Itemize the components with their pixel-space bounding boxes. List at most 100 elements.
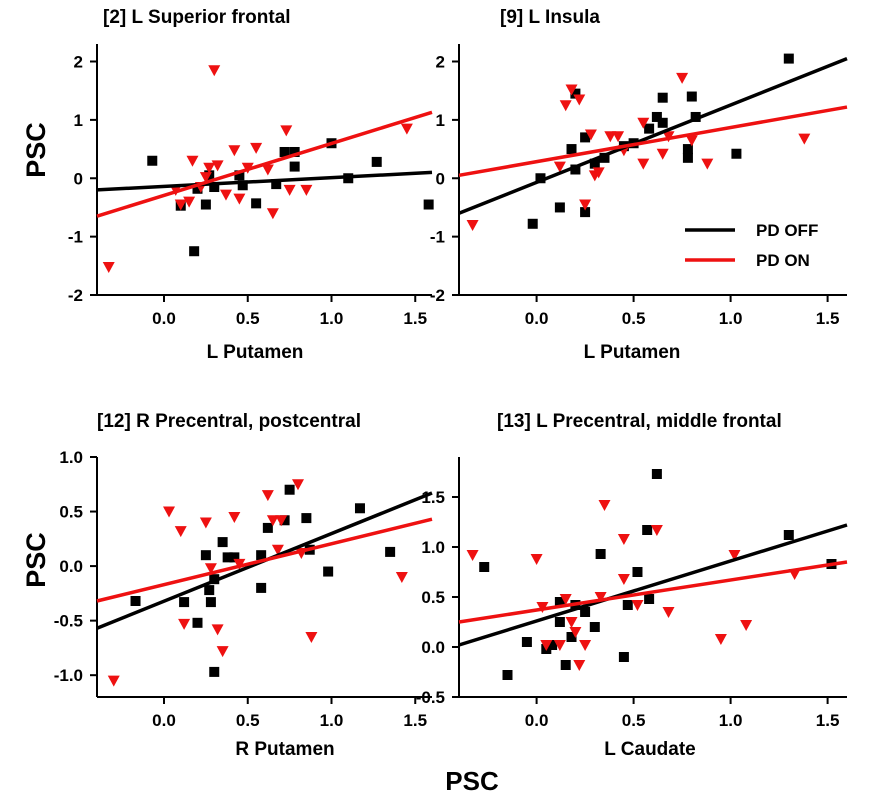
x-tick-label: 1.0 — [719, 711, 743, 730]
pd-on-point — [107, 675, 120, 687]
y-tick-label: -2 — [68, 286, 83, 305]
x-tick-label: 1.5 — [403, 309, 427, 328]
y-tick-label: 0.0 — [421, 638, 445, 657]
pd-on-point — [300, 184, 313, 196]
pd-on-point — [250, 142, 263, 154]
pd-off-point — [682, 152, 693, 163]
x-tick-label: 0.0 — [152, 309, 176, 328]
pd-off-point — [554, 202, 565, 213]
pd-on-point — [714, 634, 727, 645]
pd-off-point — [570, 88, 581, 99]
pd-on-point — [233, 558, 246, 570]
legend: PD OFF PD ON — [685, 221, 818, 270]
pd-off-point — [256, 582, 267, 593]
x-axis-label: R Putamen — [235, 739, 334, 760]
pd-on-point — [208, 65, 221, 77]
pd-off-point — [222, 552, 233, 563]
x-tick-label: 0.5 — [236, 711, 260, 730]
pd-off-point — [192, 183, 203, 194]
pd-on-point — [594, 592, 607, 603]
pd-on-point — [637, 117, 650, 129]
y-tick-label: 2 — [74, 53, 83, 72]
pd-on-point — [400, 123, 413, 135]
pd-on-point — [233, 193, 246, 205]
y-axis-label: PSC — [21, 532, 51, 588]
pd-off-point — [644, 123, 655, 134]
pd-on-point — [676, 72, 689, 84]
legend-label-pd-off: PD OFF — [756, 221, 818, 240]
pd-on-point — [203, 162, 216, 174]
panel-precentral-postcentral: [12] R Precentral, postcentral 0.0 0.5 1.0 1… — [21, 411, 433, 760]
pd-on-point — [466, 219, 479, 231]
x-tick-label: 0.0 — [525, 309, 549, 328]
pd-off-point — [521, 637, 532, 647]
x-axis-label: L Putamen — [207, 342, 304, 363]
panel-title: [12] R Precentral, postcentral — [97, 411, 361, 432]
pd-off-point — [527, 218, 538, 229]
pd-off-point — [279, 146, 290, 157]
pd-off-point — [284, 484, 295, 495]
pd-off-fit-line — [458, 56, 848, 215]
pd-on-point — [216, 646, 229, 658]
pd-on-point — [530, 554, 543, 565]
pd-on-point — [559, 594, 572, 605]
pd-off-point — [566, 632, 577, 642]
pd-off-point — [192, 617, 203, 628]
pd-off-point — [599, 152, 610, 163]
pd-off-point — [209, 182, 220, 193]
pd-on-point — [584, 129, 597, 141]
panel-title: [9] L Insula — [500, 7, 600, 28]
x-tick-label: 1.0 — [320, 309, 344, 328]
y-tick-label: 0.5 — [421, 588, 445, 607]
pd-off-point — [535, 173, 546, 184]
pd-on-point — [798, 133, 811, 145]
pd-off-point — [237, 180, 248, 191]
pd-off-point — [289, 146, 300, 157]
pd-off-point — [632, 567, 643, 577]
pd-on-point — [728, 550, 741, 561]
pd-off-point — [385, 546, 396, 557]
pd-on-point — [183, 196, 196, 208]
x-axis-label: L Caudate — [604, 739, 696, 760]
x-tick-label: 0.0 — [152, 711, 176, 730]
panel-title: [2] L Superior frontal — [103, 7, 291, 28]
pd-off-point — [502, 670, 513, 680]
pd-on-point — [701, 158, 714, 170]
pd-off-point — [251, 198, 262, 209]
pd-off-point — [783, 530, 794, 540]
pd-on-point — [280, 125, 293, 137]
x-axis-label: L Putamen — [584, 342, 681, 363]
pd-on-point — [395, 572, 408, 583]
pd-on-point — [163, 506, 176, 518]
pd-on-point — [466, 550, 479, 561]
pd-off-point — [323, 566, 334, 577]
pd-off-point — [262, 522, 273, 533]
pd-on-point — [604, 131, 617, 143]
pd-off-point — [179, 597, 190, 608]
panel-superior-frontal: [2] L Superior frontal 0.0 0.5 1.0 1.5 -2 -1 0 1… — [21, 7, 434, 363]
pd-off-point — [651, 469, 662, 479]
pd-off-point — [580, 207, 591, 218]
x-tick-label: 0.5 — [622, 309, 646, 328]
pd-off-point — [479, 562, 490, 572]
pd-on-point — [283, 184, 296, 196]
pd-on-point — [637, 158, 650, 170]
pd-on-point — [617, 574, 630, 585]
y-tick-label: 1 — [74, 111, 83, 130]
pd-off-point — [205, 597, 216, 608]
pd-off-point — [589, 622, 600, 632]
y-axis-label: PSC — [21, 122, 51, 178]
pd-off-point — [580, 607, 591, 617]
pd-on-point — [275, 515, 288, 527]
pd-on-point — [617, 534, 630, 545]
pd-on-point — [228, 145, 241, 157]
pd-off-point — [234, 170, 245, 181]
pd-off-point — [731, 148, 742, 159]
pd-on-point — [261, 490, 274, 502]
pd-off-point — [130, 596, 141, 606]
pd-on-point — [186, 155, 199, 167]
pd-on-point — [271, 544, 284, 556]
x-tick-label: 1.5 — [403, 711, 427, 730]
pd-off-point — [595, 549, 606, 559]
